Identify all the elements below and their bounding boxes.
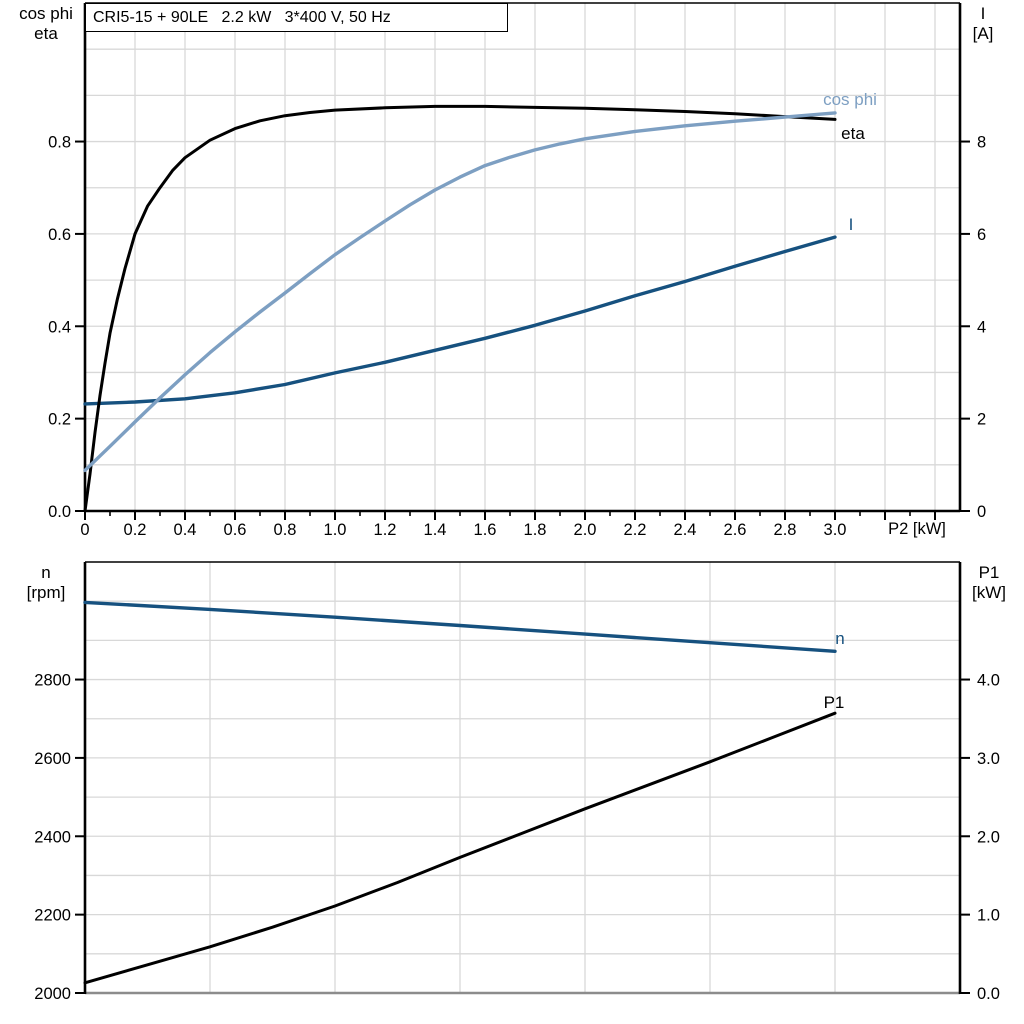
right-tick-label: 8 bbox=[977, 134, 986, 152]
right-tick-label: 0 bbox=[977, 503, 986, 521]
cos phi-curve-label: cos phi bbox=[823, 90, 877, 109]
x-tick-label: 2.4 bbox=[674, 521, 697, 539]
left-tick-label: 2200 bbox=[34, 907, 71, 925]
n-curve bbox=[83, 600, 837, 653]
x-tick-label: 1.2 bbox=[374, 521, 397, 539]
x-tick-label: 1.0 bbox=[324, 521, 347, 539]
current-unit-label: [A] bbox=[972, 24, 994, 43]
x-tick-label: 1.8 bbox=[524, 521, 547, 539]
left-tick-label: 2400 bbox=[34, 828, 71, 846]
x-tick-label: 2.0 bbox=[574, 521, 597, 539]
bottom-chart: 2000 2200 2400 2600 2800 0.0 1.0 2.0 3.0 4.0 P1 n bbox=[34, 561, 1000, 1003]
top-chart: 0 0.2 0.4 0.6 0.8 1.0 1.2 1.4 1.6 1.8 2.0 2.2 2.4 2.6… bbox=[48, 2, 986, 539]
x-tick-label: 2.2 bbox=[624, 521, 647, 539]
right-tick-label: 4.0 bbox=[977, 672, 1000, 690]
x-tick-label: 0.4 bbox=[174, 521, 197, 539]
top-left-axis-title: cos phi eta bbox=[6, 4, 86, 44]
x-tick-label: 1.6 bbox=[474, 521, 497, 539]
right-tick-label: 0.0 bbox=[977, 985, 1000, 1003]
left-tick-label: 0.4 bbox=[48, 318, 71, 336]
left-tick-label: 0.0 bbox=[48, 503, 71, 521]
right-tick-label: 6 bbox=[977, 226, 986, 244]
p1-unit-label: [kW] bbox=[972, 583, 1006, 602]
eta-curve-label: eta bbox=[841, 124, 865, 143]
x-tick-label: 2.6 bbox=[724, 521, 747, 539]
top-right-axis-title: I [A] bbox=[960, 4, 1006, 44]
right-tick-label: 2 bbox=[977, 411, 986, 429]
right-tick-label: 1.0 bbox=[977, 907, 1000, 925]
bottom-right-axis-title: P1 [kW] bbox=[960, 563, 1018, 603]
x-tick-label: 2.8 bbox=[774, 521, 797, 539]
cos-phi-axis-label: cos phi bbox=[19, 4, 73, 23]
speed-axis-label: n bbox=[41, 563, 51, 582]
I-curve bbox=[83, 235, 837, 406]
x-axis-title: P2 [kW] bbox=[888, 520, 946, 538]
current-axis-label: I bbox=[980, 4, 986, 23]
p1-axis-label: P1 bbox=[978, 563, 1000, 582]
chart-title-box: CRI5-15 + 90LE 2.2 kW 3*400 V, 50 Hz bbox=[85, 3, 508, 32]
P1-curve bbox=[83, 711, 837, 985]
cos phi-curve bbox=[83, 111, 837, 473]
left-tick-label: 0.2 bbox=[48, 411, 71, 429]
left-tick-label: 2000 bbox=[34, 985, 71, 1003]
eta-curve bbox=[83, 104, 837, 513]
speed-unit-label: [rpm] bbox=[26, 583, 66, 602]
n-curve-label: n bbox=[835, 629, 844, 648]
right-tick-label: 2.0 bbox=[977, 828, 1000, 846]
eta-axis-label: eta bbox=[34, 24, 58, 43]
chart-title: CRI5-15 + 90LE 2.2 kW 3*400 V, 50 Hz bbox=[93, 8, 391, 26]
bottom-left-axis-title: n [rpm] bbox=[6, 563, 86, 603]
right-tick-label: 4 bbox=[977, 318, 986, 336]
left-tick-label: 0.8 bbox=[48, 134, 71, 152]
x-tick-label: 0.6 bbox=[224, 521, 247, 539]
x-tick-label: 0.8 bbox=[274, 521, 297, 539]
P1-curve-label: P1 bbox=[824, 693, 845, 712]
left-tick-label: 2600 bbox=[34, 750, 71, 768]
x-tick-label: 0.2 bbox=[124, 521, 147, 539]
left-tick-label: 2800 bbox=[34, 672, 71, 690]
x-tick-label: 1.4 bbox=[424, 521, 447, 539]
I-curve-label: I bbox=[849, 215, 854, 234]
right-tick-label: 3.0 bbox=[977, 750, 1000, 768]
x-tick-label: 0 bbox=[80, 521, 89, 539]
x-tick-label: 3.0 bbox=[824, 521, 847, 539]
left-tick-label: 0.6 bbox=[48, 226, 71, 244]
